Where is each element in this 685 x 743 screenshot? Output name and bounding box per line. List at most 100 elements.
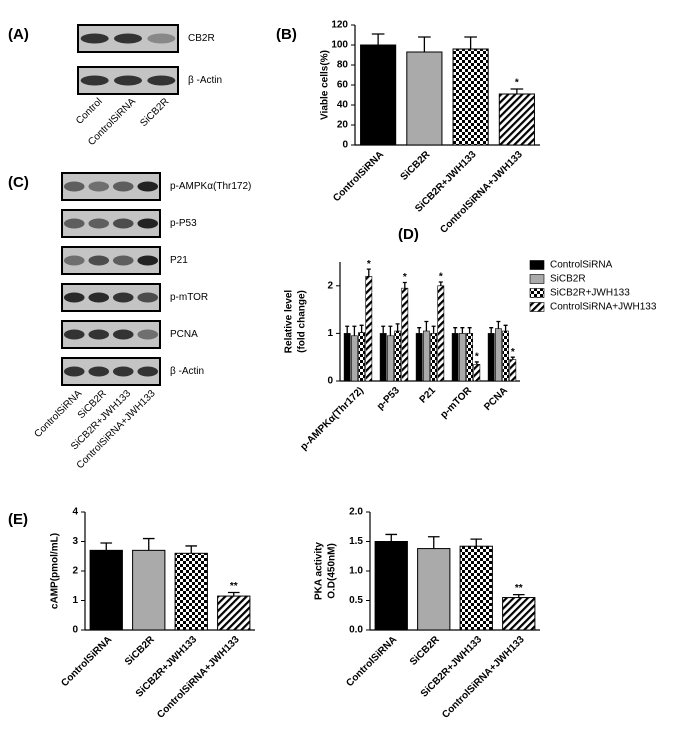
bar (386, 335, 394, 382)
bar (132, 549, 166, 631)
y-axis-label: O.D(450nM) (327, 543, 338, 599)
error-bar (385, 533, 398, 542)
legend-swatch (529, 302, 545, 312)
error-bar (512, 593, 525, 598)
y-tick-label: 0.5 (349, 595, 363, 606)
bar (459, 545, 493, 631)
significance: * (511, 347, 515, 358)
blot-band (63, 329, 85, 340)
blot-band (147, 33, 176, 44)
bar (415, 333, 423, 382)
x-tick-label: P21 (418, 385, 439, 406)
bar (374, 541, 408, 631)
bar (417, 548, 451, 631)
y-tick-label: 1.0 (349, 566, 363, 577)
band-label: p-mTOR (170, 292, 208, 303)
panel-label: (C) (8, 174, 29, 191)
bar (358, 332, 365, 382)
blot-band (112, 329, 134, 340)
band-label: β -Actin (170, 366, 204, 377)
lane-label: Control (74, 96, 105, 127)
blot-band (112, 255, 134, 266)
bar (494, 328, 502, 382)
y-tick-label: 80 (337, 60, 349, 71)
error-bar (402, 281, 407, 289)
error-bar (453, 327, 458, 334)
bar (509, 359, 517, 382)
y-tick-label: 1.5 (349, 536, 363, 547)
significance: * (475, 352, 479, 363)
error-bar (424, 320, 429, 332)
blot-band (88, 329, 110, 340)
bar (458, 333, 466, 382)
bar (217, 595, 251, 631)
error-bar (359, 324, 364, 333)
error-bar (489, 327, 494, 334)
y-axis-label: Relative level (284, 290, 295, 354)
error-bar (381, 325, 386, 334)
bar (437, 285, 445, 382)
lane-label: SiCB2R (138, 96, 171, 129)
error-bar (464, 36, 477, 49)
legend-swatch (529, 260, 545, 270)
band-label: p-AMPKα(Thr172) (170, 181, 251, 192)
blot-band (63, 292, 85, 303)
error-bar (438, 281, 443, 286)
bar (487, 333, 495, 382)
significance: ** (230, 581, 238, 592)
x-tick-label: ControlSiRNA (59, 634, 114, 689)
bar (466, 333, 473, 382)
y-tick-label: 2.0 (349, 507, 363, 518)
blot-band (80, 75, 109, 86)
x-tick-label: PCNA (482, 385, 510, 413)
x-tick-label: ControlSiRNA+JWH133 (438, 149, 525, 236)
bar (360, 44, 397, 146)
blot-band (112, 218, 134, 229)
error-bar (142, 537, 155, 551)
bar (422, 330, 430, 382)
y-tick-label: 1 (72, 595, 78, 606)
y-tick-label: 120 (331, 20, 348, 31)
y-tick-label: 0 (327, 376, 333, 387)
x-tick-label: ControlSiRNA+JWH133 (440, 634, 527, 721)
blot-band (137, 329, 159, 340)
legend-label: ControlSiRNA+JWH133 (550, 302, 657, 313)
blot-band (147, 75, 176, 86)
blot-band (88, 366, 110, 377)
error-bar (100, 542, 113, 551)
panel-label: (A) (8, 26, 29, 43)
band-label: P21 (170, 255, 188, 266)
blot-band (112, 292, 134, 303)
blot-band (63, 218, 85, 229)
legend-label: ControlSiRNA (550, 260, 613, 271)
x-tick-label: ControlSiRNA (331, 149, 386, 204)
band-label: CB2R (188, 33, 215, 44)
y-tick-label: 0.0 (349, 625, 363, 636)
bar (406, 51, 443, 146)
significance: * (439, 272, 443, 283)
x-tick-label: SiCB2R (123, 634, 157, 668)
error-bar (431, 325, 436, 334)
error-bar (474, 361, 479, 365)
blot-band (137, 292, 159, 303)
error-bar (417, 327, 422, 334)
bar (430, 333, 437, 382)
y-axis-label: cAMP(pmol/mL) (50, 533, 61, 609)
significance: * (515, 78, 519, 89)
error-bar (366, 268, 371, 277)
band-label: PCNA (170, 329, 198, 340)
bar (502, 330, 509, 382)
blot-band (114, 33, 142, 44)
blot-band (137, 255, 159, 266)
error-bar (418, 36, 431, 52)
error-bar (371, 33, 385, 45)
panel-label: (B) (276, 26, 297, 43)
y-axis-label: (fold change) (297, 290, 308, 353)
band-label: β -Actin (188, 75, 222, 86)
bar (350, 335, 358, 382)
panel-label: (D) (398, 226, 419, 243)
y-axis-label: PKA activity (314, 542, 325, 600)
bar (343, 333, 351, 382)
bar (401, 287, 409, 382)
